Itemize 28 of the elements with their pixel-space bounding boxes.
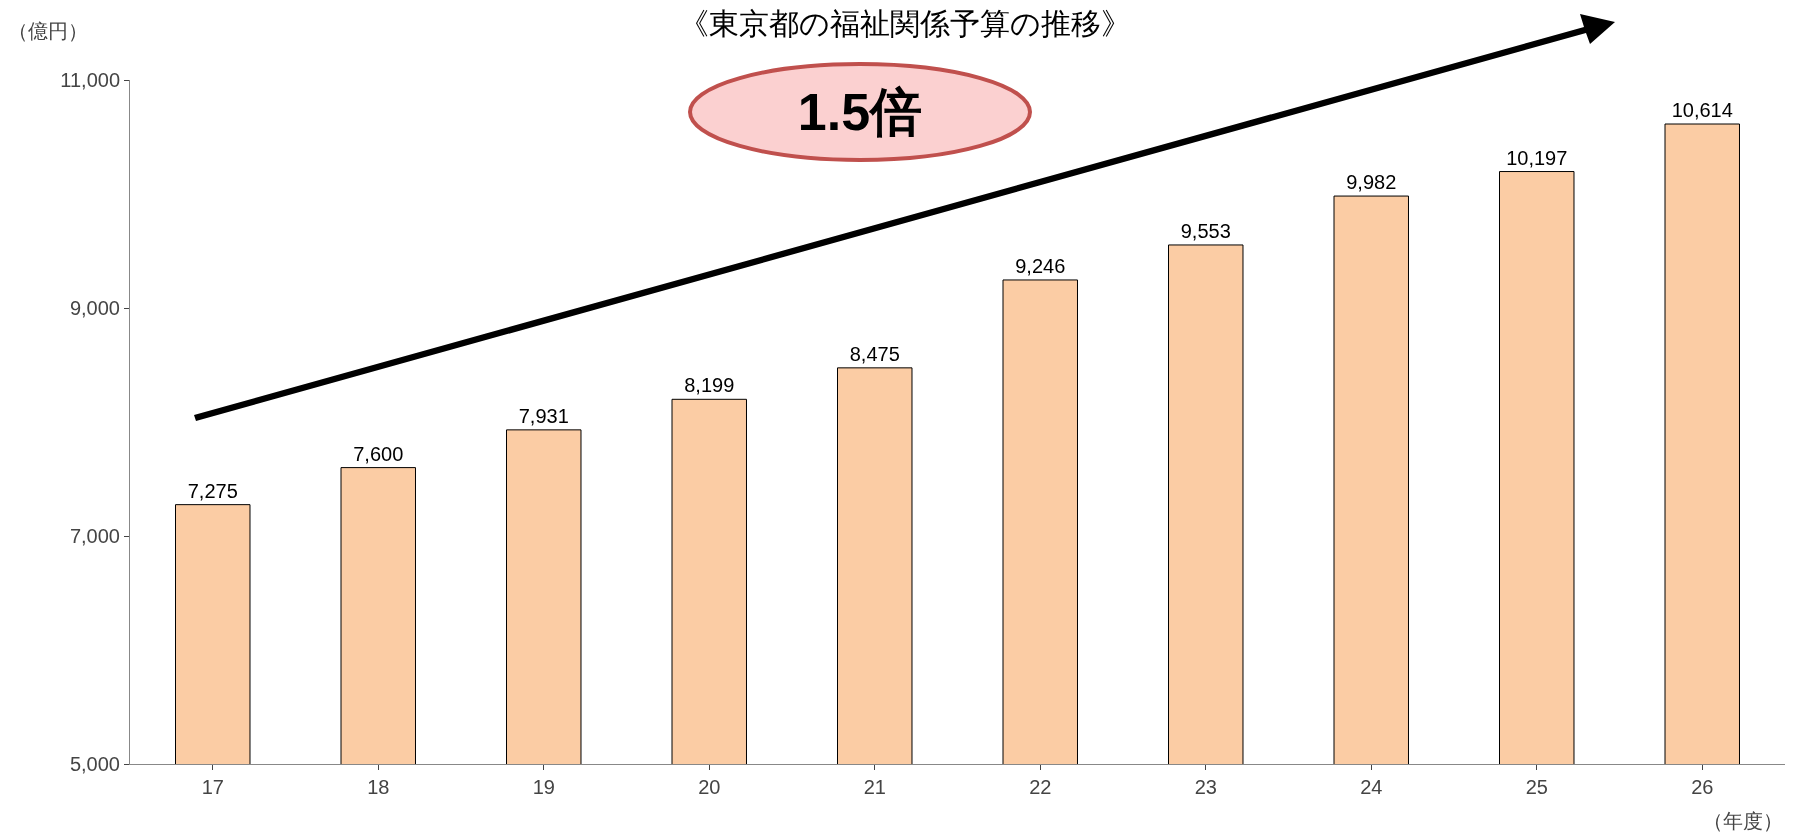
x-axis-title: （年度）	[1703, 810, 1783, 832]
data-label: 9,982	[1346, 171, 1397, 194]
data-label: 10,197	[1506, 146, 1568, 169]
x-tick-label: 25	[1525, 776, 1548, 798]
x-tick-label: 22	[1029, 776, 1052, 798]
data-label: 7,931	[518, 404, 569, 427]
x-tick-label: 19	[532, 776, 555, 798]
data-label: 8,475	[849, 342, 900, 365]
y-tick-label: 9,000	[69, 297, 120, 319]
y-axis-title: （億円）	[8, 20, 88, 42]
data-label: 10,614	[1671, 99, 1733, 121]
annotation: 1.5倍	[797, 83, 923, 141]
y-tick-label: 5,000	[69, 753, 120, 775]
data-label: 9,246	[1015, 254, 1066, 277]
x-tick-label: 23	[1194, 776, 1217, 798]
x-tick-label: 20	[698, 776, 721, 798]
x-tick-label: 26	[1691, 776, 1714, 798]
x-tick-label: 18	[367, 776, 390, 798]
x-tick-label: 24	[1360, 776, 1383, 798]
data-label: 7,275	[187, 479, 238, 502]
y-tick-label: 11,000	[60, 69, 120, 91]
x-tick-label: 21	[863, 776, 886, 798]
data-label: 8,199	[684, 374, 735, 397]
chart-title: 《東京都の福祉関係予算の推移》	[679, 6, 1131, 40]
data-label: 9,553	[1180, 219, 1231, 242]
x-tick-label: 17	[201, 776, 224, 798]
data-label: 7,600	[353, 442, 404, 465]
y-tick-label: 7,000	[69, 525, 120, 547]
